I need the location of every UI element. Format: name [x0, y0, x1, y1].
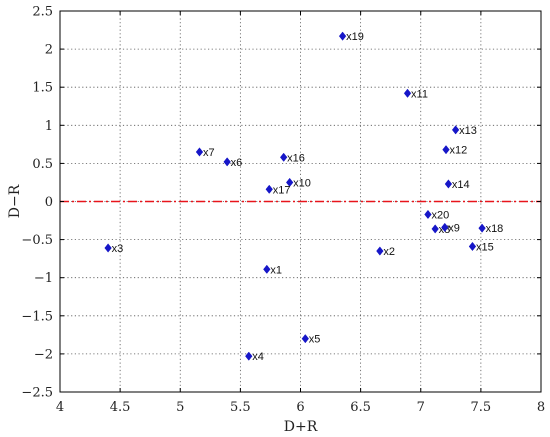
- data-point-marker: [245, 351, 253, 361]
- x-tick-label: 8: [537, 400, 545, 415]
- x-tick-label: 7: [417, 400, 425, 415]
- x-tick-label: 7.5: [471, 400, 492, 415]
- data-point-marker: [376, 246, 384, 256]
- data-point-marker: [195, 147, 204, 157]
- data-point-marker: [301, 334, 309, 344]
- x-tick-label: 5.5: [230, 400, 251, 415]
- data-point-label: x14: [452, 179, 470, 191]
- data-point-label: x20: [431, 209, 449, 221]
- data-point-label: x11: [411, 88, 428, 100]
- data-point-label: x18: [486, 223, 504, 235]
- data-point-marker: [451, 125, 460, 135]
- data-point-marker: [223, 157, 231, 167]
- data-point-label: x6: [231, 157, 243, 169]
- data-point-label: x19: [346, 31, 364, 43]
- y-tick-label: 1.5: [32, 81, 53, 96]
- axis-ticks: 4 4.5 5 5.5 6 6.5 7 7.5 8 2.5 2 1.5 1 0.5 0 −0.5 −1 −1.5 −…: [21, 5, 545, 416]
- data-point-marker: [263, 264, 271, 274]
- data-point-marker: [279, 152, 288, 162]
- data-point-label: x10: [293, 177, 311, 189]
- data-point-marker: [424, 209, 432, 220]
- data-point-marker: [265, 184, 273, 194]
- x-tick-label: 6: [296, 400, 304, 415]
- data-point-marker: [104, 243, 112, 253]
- data-point-label: x17: [273, 184, 291, 196]
- y-tick-label: −0.5: [21, 233, 53, 248]
- data-point-marker: [338, 31, 347, 41]
- x-axis-label: D+R: [284, 419, 318, 435]
- data-point-label: x4: [252, 351, 264, 363]
- y-tick-label: −2.5: [21, 386, 53, 401]
- data-point-marker: [468, 241, 477, 252]
- data-point-label: x3: [112, 243, 124, 255]
- y-axis-label: D−R: [7, 184, 23, 218]
- data-point-marker: [285, 177, 294, 188]
- data-point-label: x7: [203, 147, 215, 159]
- data-points: x1x2x3x4x5x6x7x8x9x10x11x12x13x14x15x16x…: [104, 31, 504, 363]
- y-tick-label: 0: [45, 195, 53, 210]
- x-tick-label: 6.5: [350, 400, 371, 415]
- y-tick-label: −1: [34, 271, 53, 286]
- x-tick-label: 5: [176, 400, 184, 415]
- data-point-label: x12: [450, 145, 468, 157]
- data-point-label: x15: [476, 241, 494, 253]
- data-point-label: x16: [287, 152, 305, 164]
- data-point-label: x1: [270, 264, 282, 276]
- data-point-marker: [403, 88, 412, 98]
- data-point-label: x13: [459, 125, 477, 137]
- y-tick-label: −2: [34, 347, 53, 362]
- data-point-marker: [478, 223, 486, 233]
- data-point-label: x5: [309, 334, 321, 346]
- data-point-marker: [442, 145, 450, 155]
- y-tick-label: 1: [45, 119, 53, 134]
- x-tick-label: 4.5: [110, 400, 131, 415]
- data-point-label: x2: [383, 246, 395, 258]
- data-point-label: x9: [448, 222, 460, 234]
- data-point-marker: [431, 224, 439, 234]
- data-point-marker: [441, 222, 449, 233]
- y-tick-label: 0.5: [32, 157, 53, 172]
- y-tick-label: 2: [45, 43, 53, 58]
- y-tick-label: −1.5: [21, 309, 53, 324]
- y-tick-label: 2.5: [32, 5, 53, 20]
- x-tick-label: 4: [56, 400, 64, 415]
- data-point-marker: [444, 179, 453, 189]
